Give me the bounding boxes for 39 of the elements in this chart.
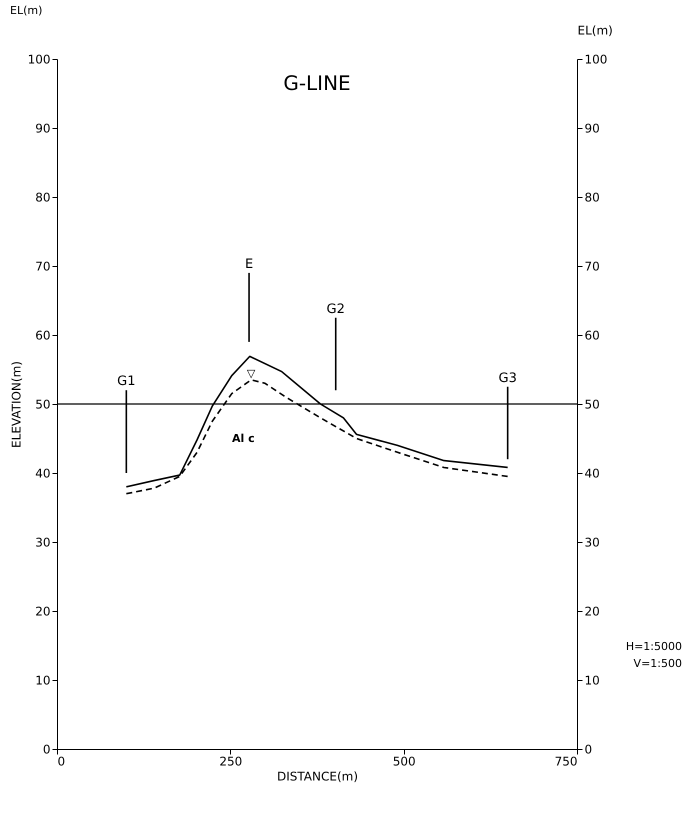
y2-tick-label: 50	[584, 398, 600, 412]
y-tick-label: 0	[42, 742, 50, 756]
series-label: G3	[498, 370, 517, 386]
y2-tick-label: 90	[584, 122, 600, 136]
y-tick-label: 30	[35, 536, 50, 550]
y-tick-label: 70	[35, 260, 50, 274]
series-label: E	[244, 256, 254, 272]
y2-axis-title: EL(m)	[578, 24, 613, 38]
y-tick-label: 80	[35, 190, 50, 204]
y2-tick-label: 100	[584, 52, 608, 66]
y2-tick-label: 70	[584, 260, 600, 274]
text: H=1:5000	[626, 640, 682, 653]
annotation: Al c	[232, 432, 255, 445]
annotation: ▽	[246, 366, 256, 380]
y-tick-label: 20	[35, 604, 50, 618]
x-axis-title: DISTANCE(m)	[277, 770, 358, 784]
y2-tick-label: 40	[584, 466, 600, 480]
series-label: G2	[326, 302, 345, 317]
y2-tick-label: 30	[584, 536, 600, 550]
y2-tick-label: 10	[584, 674, 600, 688]
y-tick-label: 40	[35, 466, 50, 480]
x-tick-label: 0	[58, 754, 66, 768]
x-tick-label: 250	[219, 754, 242, 768]
y-tick-label: 90	[35, 122, 50, 136]
series-label: G1	[117, 374, 136, 390]
text: EL(m)	[10, 4, 42, 17]
y2-tick-label: 60	[584, 328, 600, 342]
y-tick-label: 100	[28, 52, 50, 66]
x-tick-label: 750	[554, 754, 578, 768]
y-tick-label: 60	[35, 328, 50, 342]
y-axis-title: ELEVATION(m)	[10, 361, 24, 448]
text: G-LINE	[283, 71, 351, 95]
x-tick-label: 500	[392, 754, 416, 768]
y2-tick-label: 80	[584, 190, 600, 204]
text: V=1:500	[632, 657, 682, 670]
y2-tick-label: 20	[584, 604, 600, 618]
y-tick-label: 50	[35, 398, 50, 412]
y2-tick-label: 0	[584, 742, 592, 756]
y-tick-label: 10	[35, 674, 50, 688]
